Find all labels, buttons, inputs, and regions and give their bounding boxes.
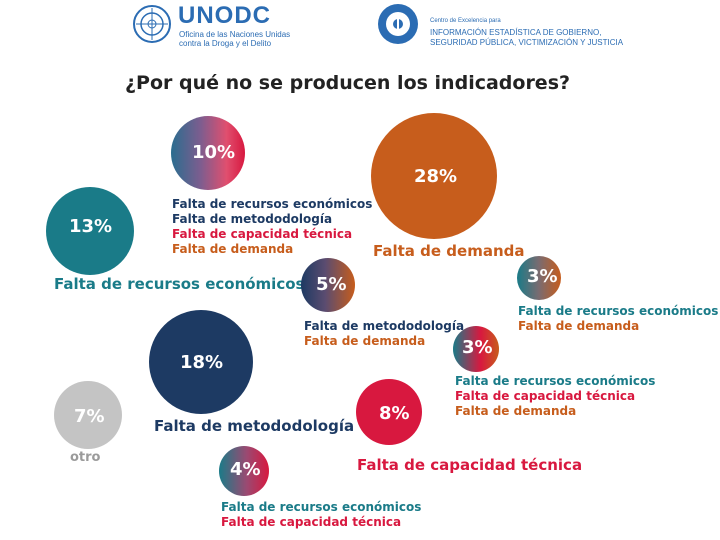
reason-label: Falta de recursos económicos	[221, 500, 422, 514]
bubble-8-reasons: Falta de capacidad técnica	[357, 458, 582, 473]
bubble-8-value: 8%	[379, 403, 410, 424]
coe-emblem-icon	[378, 4, 418, 44]
bubble-3a-reasons: Falta de recursos económicos Falta de de…	[518, 304, 718, 334]
bubble-3b-value: 3%	[462, 337, 493, 358]
reason-label: otro	[70, 450, 101, 465]
bubble-10-percent	[171, 116, 245, 190]
bubble-8-percent	[356, 379, 422, 445]
bubble-5-value: 5%	[316, 274, 347, 295]
bubble-4-value: 4%	[230, 459, 261, 480]
bubble-5-reasons: Falta de metododología Falta de demanda	[304, 319, 464, 349]
coe-line0: Centro de Excelencia para	[430, 18, 501, 24]
bubble-7-percent	[54, 381, 122, 449]
bubble-13-percent	[46, 187, 134, 275]
bubble-7-value: 7%	[74, 406, 105, 427]
reason-label: Falta de metododología	[304, 319, 465, 333]
bubble-7-reasons: otro	[70, 450, 101, 465]
reason-label: Falta de recursos económicos	[518, 304, 719, 318]
bubble-3-percent-a	[517, 256, 561, 300]
reason-label: Falta de demanda	[373, 242, 525, 260]
unodc-logo: UNODC Oficina de las Naciones Unidas con…	[132, 2, 312, 48]
reason-label: Falta de recursos económicos	[172, 197, 373, 211]
bubble-4-reasons: Falta de recursos económicos Falta de ca…	[221, 500, 421, 530]
reason-label: Falta de metododología	[154, 417, 355, 435]
un-emblem-icon	[133, 5, 171, 43]
reason-label: Falta de recursos económicos	[54, 275, 305, 293]
coe-line2: SEGURIDAD PÚBLICA, VICTIMIZACIÓN Y JUSTI…	[430, 38, 624, 47]
bubble-3a-value: 3%	[527, 266, 558, 287]
reason-label: Falta de metododología	[172, 212, 333, 226]
reason-label: Falta de capacidad técnica	[455, 389, 636, 403]
bubble-28-value: 28%	[414, 166, 458, 187]
reason-label: Falta de demanda	[518, 319, 640, 333]
unodc-subtitle-line1: Oficina de las Naciones Unidas	[179, 30, 291, 39]
reason-label: Falta de capacidad técnica	[172, 227, 353, 241]
coe-line1: INFORMACIÓN ESTADÍSTICA DE GOBIERNO,	[430, 28, 602, 37]
reason-label: Falta de capacidad técnica	[221, 515, 402, 529]
bubble-3-percent-b	[453, 326, 499, 372]
coe-logo: Centro de Excelencia para INFORMACIÓN ES…	[376, 2, 676, 50]
reason-label: Falta de demanda	[304, 334, 426, 348]
bubble-18-value: 18%	[180, 352, 224, 373]
reason-label: Falta de demanda	[455, 404, 577, 418]
bubble-28-percent	[371, 113, 497, 239]
unodc-subtitle-line2: contra la Droga y el Delito	[179, 39, 272, 48]
bubble-18-percent	[149, 310, 253, 414]
reason-label: Falta de recursos económicos	[455, 374, 656, 388]
bubble-13-reasons: Falta de recursos económicos	[54, 277, 304, 292]
chart-title: ¿Por qué no se producen los indicadores?	[125, 72, 571, 94]
bubble-13-value: 13%	[69, 216, 113, 237]
reason-label: Falta de capacidad técnica	[357, 456, 583, 474]
bubble-10-value: 10%	[192, 142, 236, 163]
bubble-10-reasons: Falta de recursos económicos Falta de me…	[172, 197, 372, 257]
bubble-18-reasons: Falta de metododología	[154, 419, 354, 434]
bubble-4-percent	[219, 446, 269, 496]
bubble-28-reasons: Falta de demanda	[373, 244, 524, 259]
bubble-5-percent	[301, 258, 355, 312]
unodc-name: UNODC	[178, 2, 271, 29]
reason-label: Falta de demanda	[172, 242, 294, 256]
bubble-3b-reasons: Falta de recursos económicos Falta de ca…	[455, 374, 655, 419]
